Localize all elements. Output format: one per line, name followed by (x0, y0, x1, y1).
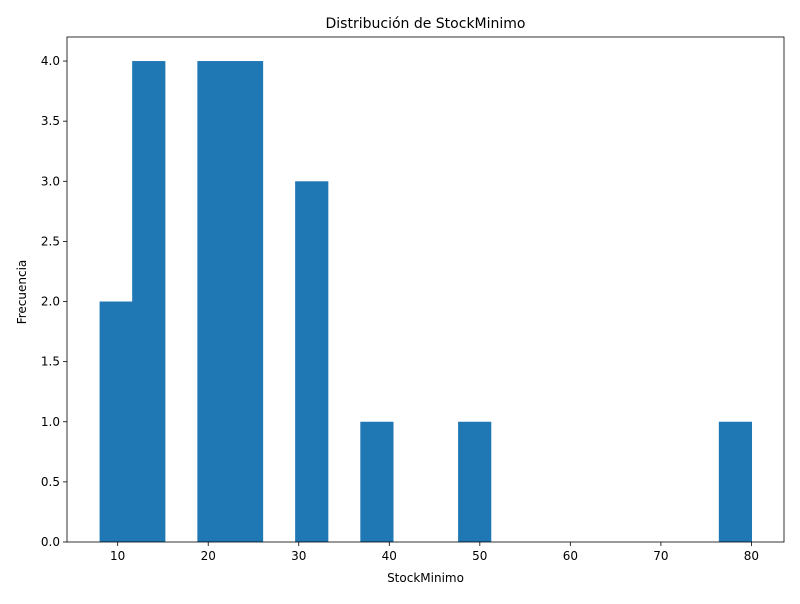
y-axis-label: Frecuencia (15, 260, 29, 325)
x-tick-label-2: 30 (291, 549, 306, 563)
y-tick-label-3: 1.5 (41, 355, 60, 369)
x-axis-label: StockMinimo (387, 571, 464, 585)
x-tick-label-4: 50 (472, 549, 487, 563)
histogram-bar-3 (197, 61, 231, 543)
histogram-bar-0 (99, 301, 133, 542)
plot-frame (66, 36, 785, 543)
y-tick-label-4: 2.0 (41, 295, 60, 309)
histogram-bar-11 (458, 421, 492, 542)
y-tick-label-7: 3.5 (41, 114, 60, 128)
x-tick-label-3: 40 (382, 549, 397, 563)
x-tick-label-7: 80 (744, 549, 759, 563)
y-tick-label-1: 0.5 (41, 475, 60, 489)
histogram-bar-6 (295, 181, 329, 543)
x-tick-label-1: 20 (201, 549, 216, 563)
y-tick-label-2: 1.0 (41, 415, 60, 429)
y-tick-label-0: 0.0 (41, 535, 60, 549)
x-tick-label-5: 60 (563, 549, 578, 563)
bars-layer (99, 61, 753, 543)
y-tick-label-5: 2.5 (41, 234, 60, 248)
x-tick-label-0: 10 (110, 549, 125, 563)
histogram-bar-8 (360, 421, 394, 542)
y-tick-label-8: 4.0 (41, 54, 60, 68)
y-tick-label-6: 3.0 (41, 174, 60, 188)
histogram-bar-19 (718, 421, 753, 542)
histogram-bar-1 (132, 61, 166, 543)
chart-title: Distribución de StockMinimo (326, 16, 526, 32)
histogram-bar-4 (229, 61, 264, 543)
axes-layer: 10 20 30 40 50 60 70 80 0.0 0.5 1.0 1.5 2.0 2.5 3.0 3.5… (41, 36, 785, 563)
x-tick-label-6: 70 (653, 549, 668, 563)
